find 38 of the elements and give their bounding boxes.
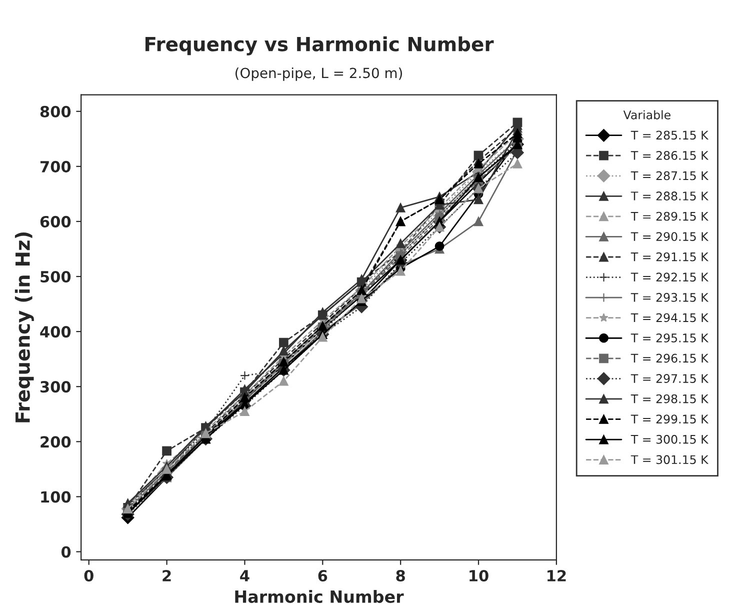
y-tick-label: 600 — [40, 216, 71, 228]
legend-label: T = 288.15 K — [630, 192, 709, 200]
legend-label: T = 299.15 K — [630, 414, 709, 424]
legend-label: T = 286.15 K — [630, 150, 709, 160]
legend-label: T = 293.15 K — [630, 292, 709, 302]
legend-label: T = 285.15 K — [630, 130, 709, 140]
x-tick-label: 12 — [548, 570, 566, 582]
y-tick-label: 400 — [40, 326, 71, 338]
x-tick-label: 10 — [470, 570, 488, 582]
legend-label: T = 290.15 K — [630, 232, 709, 242]
x-tick-label: 0 — [84, 570, 94, 582]
legend-label: T = 291.15 K — [630, 252, 709, 262]
legend-label: T = 300.15 K — [630, 434, 709, 444]
y-axis-title: Frequency (in Hz) — [14, 232, 34, 422]
x-tick-label: 6 — [318, 570, 328, 582]
y-tick-label: 0 — [61, 546, 71, 558]
legend-label: T = 292.15 K — [630, 272, 709, 282]
chart-subtitle: (Open-pipe, L = 2.50 m) — [236, 67, 402, 81]
legend-label: T = 297.15 K — [630, 374, 709, 383]
x-tick-label: 2 — [162, 570, 171, 582]
x-axis-title: Harmonic Number — [235, 590, 404, 603]
y-tick-label: 500 — [40, 270, 71, 283]
legend-label: T = 301.15 K — [630, 455, 709, 464]
y-tick-label: 100 — [41, 491, 71, 503]
legend-label: T = 289.15 K — [630, 212, 709, 221]
x-tick-label: 8 — [396, 570, 405, 582]
legend-title: Variable — [623, 110, 670, 120]
y-tick-label: 300 — [40, 381, 71, 393]
legend-label: T = 298.15 K — [630, 394, 709, 404]
chart-title: Frequency vs Harmonic Number — [146, 36, 494, 56]
y-tick-label: 800 — [40, 106, 71, 118]
y-tick-label: 200 — [40, 436, 71, 448]
legend-label: T = 296.15 K — [630, 354, 709, 363]
legend-label: T = 294.15 K — [630, 313, 709, 322]
y-tick-label: 700 — [40, 160, 71, 172]
legend-label: T = 287.15 K — [630, 171, 709, 180]
x-tick-label: 4 — [240, 570, 250, 582]
legend-label: T = 295.15 K — [630, 333, 709, 342]
